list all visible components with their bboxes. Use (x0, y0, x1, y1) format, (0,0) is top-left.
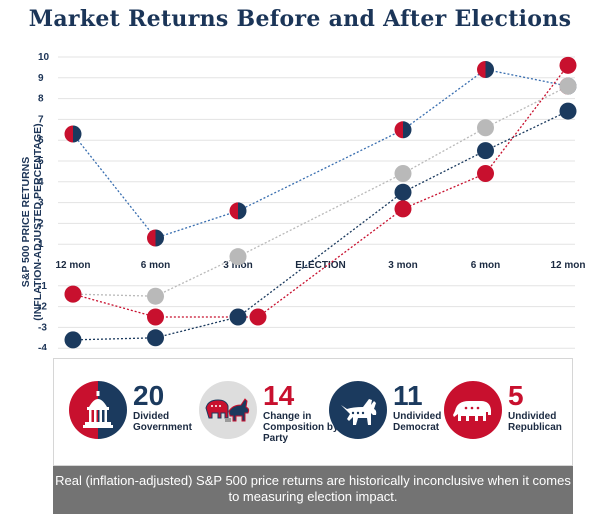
legend-label: Divided Government (133, 411, 192, 433)
y-tick-label: 5 (38, 156, 44, 167)
series-line (72, 110, 569, 341)
x-tick-label: 6 mon (141, 260, 170, 271)
data-point (64, 285, 82, 303)
data-point (147, 229, 164, 247)
data-point (229, 308, 247, 326)
elephant-donkey-icon (199, 381, 257, 439)
x-tick-label: 6 mon (471, 260, 500, 271)
y-tick-label: -4 (38, 343, 47, 350)
grid-lines (58, 56, 575, 349)
data-point (477, 164, 494, 182)
x-tick-label: 3 mon (388, 260, 417, 271)
data-point (229, 202, 247, 220)
legend-count: 11 (393, 380, 423, 411)
data-point (394, 121, 412, 139)
y-tick-labels: -4 -3 -2 -1 1 2 3 4 5 6 7 8 9 10 (38, 52, 50, 350)
series-lines (72, 64, 569, 341)
data-point (394, 200, 412, 218)
x-tick-labels: 12 mon 6 mon 3 mon ELECTION 3 mon 6 mon 12 mon (55, 260, 585, 271)
y-tick-label: 7 (38, 114, 44, 125)
legend-label: Undivided Democrat (393, 411, 442, 433)
chart-title: Market Returns Before and After Election… (28, 6, 572, 32)
legend-item-republican: 5 Undivided Republican (444, 381, 564, 443)
legend-item-divided: 20 Divided Government (69, 380, 192, 443)
legend-count: 14 (263, 380, 295, 411)
x-tick-label: 12 mon (550, 260, 585, 271)
data-point (147, 308, 164, 326)
series-line (72, 85, 569, 297)
x-tick-label: ELECTION (295, 260, 346, 271)
data-point (147, 287, 164, 305)
series-points (64, 56, 577, 349)
legend-item-change: 14 Change in Composition by Party (199, 380, 339, 444)
legend: 20 Divided Government 14 Change in Compo… (53, 358, 573, 466)
data-point (249, 308, 267, 326)
data-point (559, 77, 577, 95)
footer-note: Real (inflation-adjusted) S&P 500 price … (53, 466, 573, 514)
y-tick-label: 8 (38, 94, 44, 105)
y-tick-label: 2 (38, 218, 44, 229)
capitol-icon (69, 381, 127, 439)
line-chart: -4 -3 -2 -1 1 2 3 4 5 6 7 8 9 10 12 mon 6 mon 3 mon ELEC… (38, 52, 586, 350)
data-point (559, 102, 577, 120)
series-line (72, 68, 569, 239)
y-tick-label: 9 (38, 73, 44, 84)
data-point (394, 164, 412, 182)
series-line (72, 64, 569, 318)
donkey-icon (329, 381, 387, 439)
data-point (64, 125, 82, 143)
data-point (394, 183, 412, 201)
legend-item-democrat: 11 Undivided Democrat (329, 381, 449, 443)
data-point (559, 56, 577, 74)
y-tick-label: 1 (38, 239, 44, 250)
data-point (477, 119, 494, 137)
y-tick-label: 10 (38, 52, 50, 63)
data-point (477, 60, 494, 78)
elephant-icon (444, 381, 502, 439)
y-tick-label: -3 (38, 322, 47, 333)
y-tick-label: 3 (38, 198, 44, 209)
data-point (229, 248, 247, 266)
data-point (477, 142, 494, 160)
y-tick-label: 4 (38, 177, 44, 188)
legend-label: Change in Composition by Party (263, 411, 339, 444)
legend-count: 20 (133, 380, 165, 411)
y-tick-label: -2 (38, 302, 47, 313)
legend-count: 5 (508, 380, 524, 411)
x-tick-label: 3 mon (223, 260, 252, 271)
y-tick-label: -1 (38, 281, 47, 292)
y-tick-label: 6 (38, 135, 44, 146)
x-tick-label: 12 mon (55, 260, 90, 271)
data-point (147, 329, 164, 347)
data-point (64, 331, 82, 349)
legend-label: Undivided Republican (508, 411, 562, 433)
